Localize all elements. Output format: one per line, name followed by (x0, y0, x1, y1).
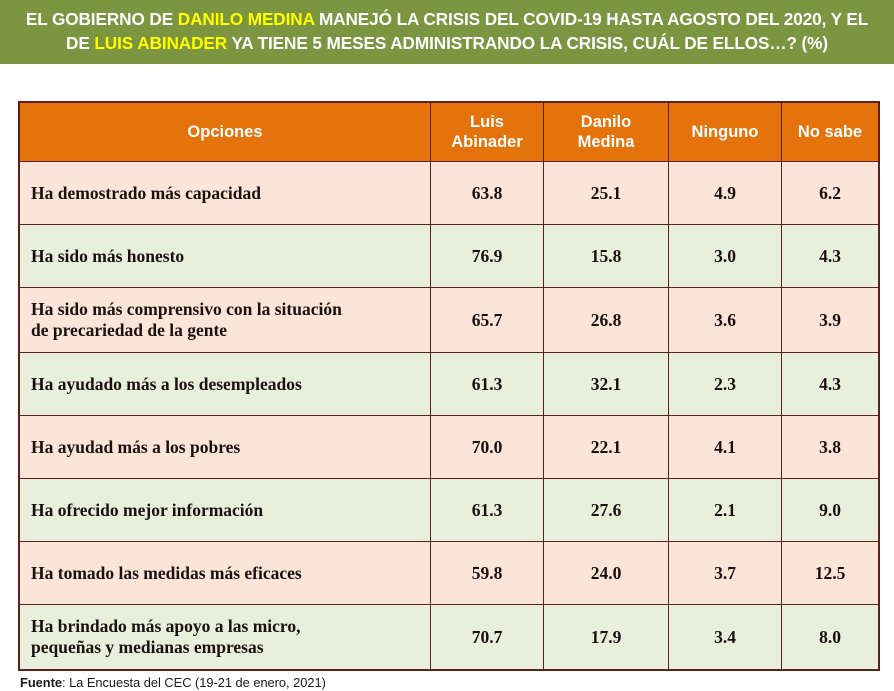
table-row: Ha ofrecido mejor información 61.3 27.6 2.1… (18, 478, 880, 542)
table-row: Ha sido más honesto 76.9 15.8 3.0 4.3 (18, 224, 880, 288)
table-row: Ha tomado las medidas más eficaces 59.8 24… (18, 541, 880, 605)
cell-option: Ha ayudad más a los pobres (18, 415, 431, 479)
table-row: Ha ayudado más a los desempleados 61.3 32.… (18, 352, 880, 416)
title-segment: YA TIENE 5 MESES ADMINISTRANDO LA CRISIS… (227, 33, 828, 53)
option-line: de precariedad de la gente (31, 320, 228, 340)
cell-danilo-medina: 27.6 (543, 478, 669, 542)
table-row: Ha ayudad más a los pobres 70.0 22.1 4.1 3.8 (18, 415, 880, 479)
page-title: EL GOBIERNO DE DANILO MEDINA MANEJÓ LA C… (24, 7, 870, 55)
source-note: Fuente: La Encuesta del CEC (19-21 de en… (0, 675, 894, 691)
cell-option: Ha ayudado más a los desempleados (18, 352, 431, 416)
cell-luis-abinader: 65.7 (430, 287, 544, 353)
column-header-no-sabe: No sabe (781, 101, 880, 162)
cell-danilo-medina: 24.0 (543, 541, 669, 605)
cell-danilo-medina: 26.8 (543, 287, 669, 353)
option-line: Ha sido más comprensivo con la situación (31, 299, 342, 319)
table-body: Ha demostrado más capacidad 63.8 25.1 4.9 6.… (18, 161, 880, 671)
cell-no-sabe: 3.9 (781, 287, 880, 353)
column-header-luis-abinader: Luis Abinader (430, 101, 544, 162)
cell-luis-abinader: 59.8 (430, 541, 544, 605)
cell-option: Ha sido más comprensivo con la situación… (18, 287, 431, 353)
title-segment: MANEJÓ LA CRISIS DEL COVID-19 HASTA AGOS… (66, 9, 869, 53)
poll-table-container: Opciones Luis Abinader Danilo Medina Ningu… (0, 101, 894, 671)
cell-option: Ha brindado más apoyo a las micro, pequeñ… (18, 604, 431, 671)
source-separator: : (61, 675, 70, 690)
cell-ninguno: 3.4 (668, 604, 782, 671)
title-segment: EL GOBIERNO DE (25, 9, 178, 29)
title-banner: EL GOBIERNO DE DANILO MEDINA MANEJÓ LA C… (0, 0, 894, 64)
column-header-ninguno: Ninguno (668, 101, 782, 162)
cell-option: Ha tomado las medidas más eficaces (18, 541, 431, 605)
cell-luis-abinader: 70.0 (430, 415, 544, 479)
cell-no-sabe: 12.5 (781, 541, 880, 605)
option-line: Ha demostrado más capacidad (31, 182, 261, 203)
source-label: Fuente (20, 675, 62, 690)
cell-luis-abinader: 70.7 (430, 604, 544, 671)
option-line: Ha ofrecido mejor información (31, 499, 264, 520)
option-line: Ha brindado más apoyo a las micro, (31, 616, 301, 636)
table-row: Ha sido más comprensivo con la situación… (18, 287, 880, 353)
option-line: Ha ayudad más a los pobres (31, 436, 241, 457)
cell-danilo-medina: 15.8 (543, 224, 669, 288)
cell-danilo-medina: 17.9 (543, 604, 669, 671)
cell-luis-abinader: 76.9 (430, 224, 544, 288)
cell-option: Ha ofrecido mejor información (18, 478, 431, 542)
option-line: Ha ayudado más a los desempleados (31, 373, 302, 394)
table-row: Ha demostrado más capacidad 63.8 25.1 4.9 6.… (18, 161, 880, 225)
cell-option: Ha sido más honesto (18, 224, 431, 288)
cell-danilo-medina: 32.1 (543, 352, 669, 416)
cell-ninguno: 3.0 (668, 224, 782, 288)
cell-option: Ha demostrado más capacidad (18, 161, 431, 225)
table-header-row: Opciones Luis Abinader Danilo Medina Ningu… (18, 101, 880, 162)
title-highlight: DANILO MEDINA (177, 9, 315, 29)
cell-no-sabe: 8.0 (781, 604, 880, 671)
title-highlight: LUIS ABINADER (94, 33, 228, 53)
cell-no-sabe: 4.3 (781, 224, 880, 288)
cell-danilo-medina: 22.1 (543, 415, 669, 479)
cell-danilo-medina: 25.1 (543, 161, 669, 225)
table-header: Opciones Luis Abinader Danilo Medina Ningu… (18, 101, 880, 162)
option-line: Ha tomado las medidas más eficaces (31, 562, 302, 583)
cell-luis-abinader: 61.3 (430, 352, 544, 416)
cell-no-sabe: 3.8 (781, 415, 880, 479)
cell-ninguno: 4.1 (668, 415, 782, 479)
cell-ninguno: 2.1 (668, 478, 782, 542)
column-header-opciones: Opciones (18, 101, 431, 162)
cell-luis-abinader: 61.3 (430, 478, 544, 542)
cell-luis-abinader: 63.8 (430, 161, 544, 225)
column-header-danilo-medina: Danilo Medina (543, 101, 669, 162)
option-line: pequeñas y medianas empresas (31, 637, 264, 657)
table-row: Ha brindado más apoyo a las micro, pequeñ… (18, 604, 880, 671)
source-text: La Encuesta del CEC (19-21 de enero, 202… (69, 675, 326, 690)
cell-no-sabe: 6.2 (781, 161, 880, 225)
cell-ninguno: 2.3 (668, 352, 782, 416)
option-line: Ha sido más honesto (31, 245, 185, 266)
cell-no-sabe: 9.0 (781, 478, 880, 542)
cell-no-sabe: 4.3 (781, 352, 880, 416)
cell-ninguno: 3.6 (668, 287, 782, 353)
cell-ninguno: 3.7 (668, 541, 782, 605)
poll-table: Opciones Luis Abinader Danilo Medina Ningu… (18, 101, 880, 671)
cell-ninguno: 4.9 (668, 161, 782, 225)
